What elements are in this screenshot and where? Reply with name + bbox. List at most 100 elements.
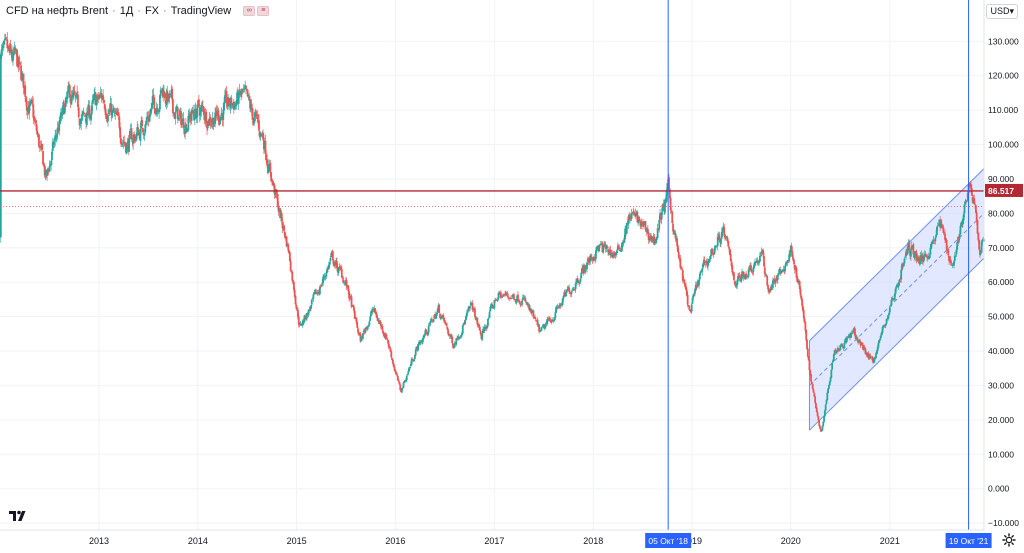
regression-channel[interactable] — [808, 168, 985, 431]
channel-lower-line — [809, 257, 985, 431]
candle-body — [816, 412, 819, 417]
candle-body — [969, 183, 972, 184]
indicator-badges[interactable]: ∞ ≡ — [243, 6, 270, 16]
candle-body — [872, 361, 875, 363]
candle-body — [742, 271, 745, 278]
candle-body — [877, 342, 880, 348]
candle-body — [871, 356, 873, 358]
candle-body — [970, 188, 973, 196]
candle-body — [382, 331, 385, 334]
candle-body — [310, 299, 313, 305]
candle-body — [977, 232, 980, 241]
interval-label[interactable]: 1Д — [119, 5, 134, 17]
candle-body — [305, 318, 307, 320]
indicator-badge-icon[interactable]: ∞ — [243, 6, 256, 16]
y-tick-label: 130.000 — [988, 36, 1019, 46]
candle-body — [422, 338, 424, 342]
candle-body — [817, 416, 820, 421]
candle-body — [61, 107, 64, 115]
candle-body — [714, 246, 717, 250]
candle-body — [249, 99, 251, 109]
candle-body — [685, 286, 687, 291]
candle-body — [609, 249, 612, 256]
candle-body — [29, 102, 31, 106]
candle-body — [685, 290, 688, 296]
candle-body — [246, 89, 249, 97]
date-label-bg — [945, 533, 992, 548]
candle-body — [230, 97, 233, 105]
candle-body — [171, 88, 174, 100]
candle-body — [190, 110, 193, 121]
currency-selector[interactable]: USD▾ — [986, 4, 1018, 19]
candle-body — [910, 250, 912, 257]
gear-icon[interactable] — [1002, 533, 1016, 547]
candle-body — [633, 211, 635, 216]
candle-body — [655, 236, 658, 241]
candle-body — [750, 265, 752, 271]
candle-body — [339, 266, 342, 268]
candle-body — [845, 338, 848, 342]
candle-body — [836, 350, 838, 353]
candle-body — [720, 231, 723, 239]
y-tick-label: −10.000 — [988, 518, 1019, 528]
candle-body — [6, 39, 9, 49]
candle-body — [555, 306, 558, 313]
candle-body — [439, 317, 442, 319]
candle-body — [465, 315, 467, 320]
candle-body — [148, 116, 151, 122]
candle-body — [340, 269, 343, 278]
candle-body — [887, 315, 890, 319]
candle-body — [113, 111, 116, 113]
candle-body — [210, 124, 212, 125]
candle-body — [396, 375, 399, 381]
candle-body — [573, 289, 576, 291]
candle-body — [785, 262, 787, 266]
candle-body — [672, 223, 674, 232]
candle-body — [528, 304, 531, 311]
candle-body — [135, 133, 138, 141]
candle-body — [77, 94, 79, 107]
symbol-name[interactable]: CFD на нефть Brent — [6, 5, 109, 17]
candle-body — [334, 261, 337, 266]
candle-body — [934, 237, 937, 242]
candle-body — [408, 367, 411, 372]
candle-body — [300, 323, 303, 325]
candle-body — [154, 110, 157, 115]
candle-body — [117, 112, 120, 116]
candle-body — [42, 151, 44, 165]
candle-body — [895, 287, 898, 289]
candle-body — [3, 38, 6, 41]
candle-body — [885, 319, 888, 324]
indicator-badge-icon[interactable]: ≡ — [257, 6, 270, 16]
candle-body — [745, 273, 748, 278]
candle-body — [145, 120, 148, 125]
candle-body — [684, 284, 687, 286]
candle-body — [318, 287, 321, 295]
candle-body — [452, 343, 454, 348]
candle-body — [677, 251, 680, 258]
candle-body — [519, 303, 522, 305]
tradingview-logo-icon[interactable] — [8, 509, 26, 523]
candle-body — [412, 360, 415, 362]
candle-body — [590, 256, 592, 258]
candle-body — [64, 97, 67, 107]
candle-body — [713, 248, 716, 255]
candle-body — [411, 359, 414, 361]
candle-body — [160, 90, 163, 92]
candle-body — [22, 73, 25, 88]
candle-body — [118, 116, 121, 128]
candle-body — [223, 95, 226, 104]
candle-body — [407, 370, 410, 374]
level-price-label-bg — [985, 183, 1023, 197]
candle-body — [402, 382, 405, 388]
candle-body — [383, 333, 385, 336]
candle-body — [461, 333, 463, 336]
candle-body — [400, 388, 403, 393]
candle-body — [395, 371, 398, 375]
candle-body — [435, 312, 438, 316]
candle-body — [340, 267, 342, 270]
candle-body — [405, 375, 408, 381]
candle-body — [51, 141, 54, 151]
candle-body — [708, 259, 711, 261]
